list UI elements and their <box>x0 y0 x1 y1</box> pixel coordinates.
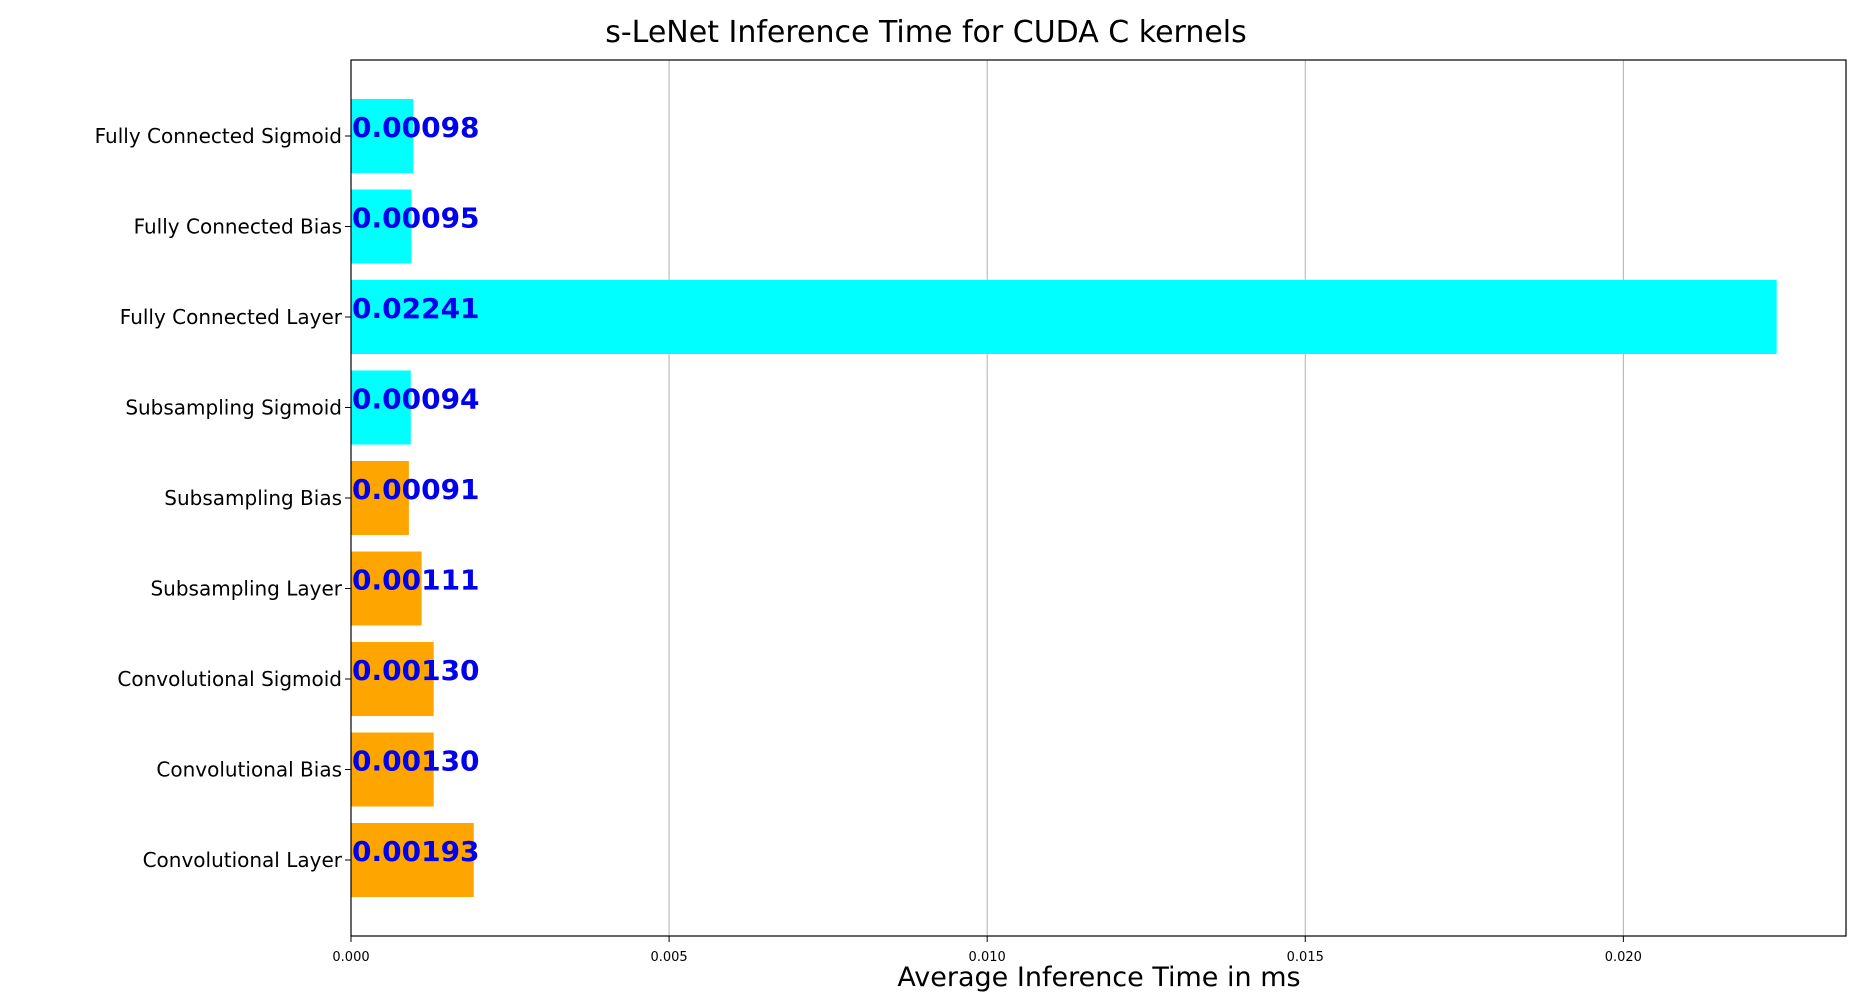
y-tick-label: Fully Connected Bias <box>134 215 342 239</box>
bar-value-label: 0.00098 <box>352 111 480 144</box>
x-tick-label: 0.020 <box>1605 950 1642 965</box>
bar <box>351 461 409 535</box>
x-axis-label: Average Inference Time in ms <box>897 962 1300 993</box>
bar <box>351 732 434 807</box>
bar <box>351 370 411 445</box>
bar-value-label: 0.00091 <box>352 473 480 506</box>
x-tick-label: 0.010 <box>969 950 1006 965</box>
y-tick-label: Subsampling Bias <box>164 486 342 510</box>
bar-value-label: 0.00130 <box>352 654 480 687</box>
y-tick-label: Convolutional Sigmoid <box>117 667 342 691</box>
y-tick-label: Fully Connected Layer <box>120 305 343 329</box>
bar <box>351 823 474 897</box>
x-tick-label: 0.000 <box>332 950 369 965</box>
y-tick-label: Convolutional Bias <box>156 758 342 782</box>
bar <box>351 280 1777 354</box>
bar-value-label: 0.00094 <box>352 383 480 416</box>
y-tick-label: Subsampling Sigmoid <box>125 396 342 420</box>
bar <box>351 189 412 264</box>
bar-value-label: 0.00111 <box>352 564 480 597</box>
value-labels: 0.00193 0.00130 0.00130 0.00111 0.00091 0.000… <box>352 111 480 868</box>
y-tick-label: Convolutional Layer <box>143 848 343 872</box>
x-tick-label: 0.005 <box>650 950 687 965</box>
bar <box>351 99 414 173</box>
x-axis-ticks: 0.000 0.005 0.010 0.015 0.020 <box>332 936 1642 965</box>
bar-value-label: 0.00095 <box>352 202 480 235</box>
bar-value-label: 0.02241 <box>352 292 480 325</box>
bars <box>351 99 1777 897</box>
y-tick-label: Fully Connected Sigmoid <box>95 124 342 148</box>
x-tick-label: 0.015 <box>1287 950 1324 965</box>
y-axis-ticks: Convolutional Layer Convolutional Bias Con… <box>95 124 351 872</box>
plot-frame <box>350 59 1847 937</box>
chart-title: s-LeNet Inference Time for CUDA C kernel… <box>605 15 1247 50</box>
bar <box>351 642 434 716</box>
bar <box>351 551 422 626</box>
grid-lines <box>350 60 1624 936</box>
bar-value-label: 0.00193 <box>352 835 480 868</box>
y-tick-label: Subsampling Layer <box>150 577 342 601</box>
bar-value-label: 0.00130 <box>352 745 480 778</box>
